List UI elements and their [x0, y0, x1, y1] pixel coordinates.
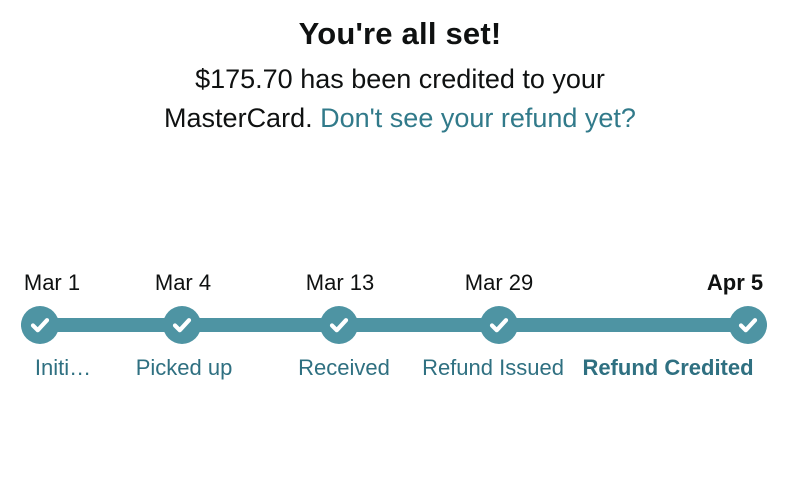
checkmark-icon — [738, 317, 758, 333]
refund-progress-tracker: Mar 1 Mar 4 Mar 13 Mar 29 Apr 5 Initi… P… — [0, 268, 800, 393]
refund-message-text: $175.70 has been credited to your Master… — [164, 64, 605, 133]
milestone-date-initiated: Mar 1 — [23, 270, 81, 295]
refund-status-header: You're all set! $175.70 has been credite… — [0, 0, 800, 138]
milestone-label-received: Received — [298, 355, 390, 380]
milestone-date-picked-up: Mar 4 — [154, 270, 212, 295]
page-title: You're all set! — [298, 16, 502, 51]
milestone-dot-received — [320, 306, 358, 344]
milestone-label-refund-credited: Refund Credited — [582, 355, 754, 380]
milestone-label-initiated: Initi… — [34, 355, 92, 380]
milestone-dot-refund-credited — [729, 306, 767, 344]
milestone-dot-refund-issued — [480, 306, 518, 344]
checkmark-icon — [489, 317, 509, 333]
milestone-dot-picked-up — [163, 306, 201, 344]
milestone-date-refund-issued: Mar 29 — [464, 270, 534, 295]
milestone-label-picked-up: Picked up — [135, 355, 233, 380]
refund-message: $175.70 has been credited to your Master… — [118, 60, 683, 138]
milestone-label-refund-issued: Refund Issued — [422, 355, 564, 380]
checkmark-icon — [329, 317, 349, 333]
milestone-date-received: Mar 13 — [305, 270, 375, 295]
progress-bar — [21, 318, 767, 332]
refund-help-link[interactable]: Don't see your refund yet? — [320, 103, 636, 133]
checkmark-icon — [30, 317, 50, 333]
milestone-dot-initiated — [21, 306, 59, 344]
milestone-date-refund-credited: Apr 5 — [706, 270, 764, 295]
checkmark-icon — [172, 317, 192, 333]
